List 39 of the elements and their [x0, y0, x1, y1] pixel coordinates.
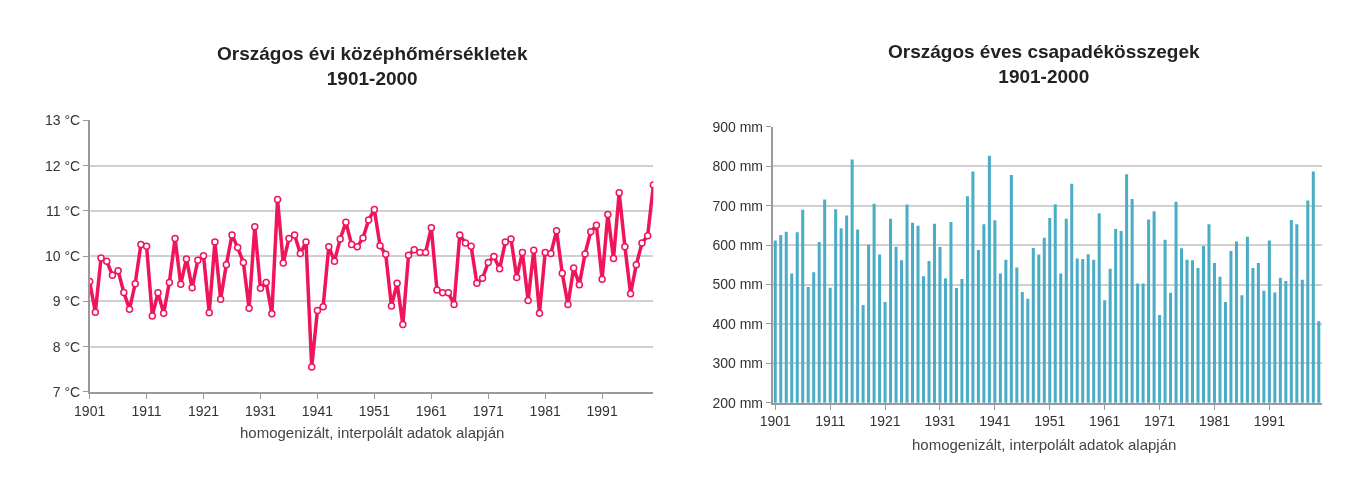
y-tick-label: 12 °C — [44, 157, 81, 174]
x-tick-label: 1931 — [924, 413, 956, 430]
x-tick-label: 1911 — [815, 413, 846, 430]
y-tick-label: 800 mm — [712, 158, 763, 175]
x-tick-label: 1961 — [1089, 413, 1121, 430]
y-tick-label: 700 mm — [712, 197, 763, 214]
x-tick-label: 1991 — [1253, 413, 1286, 430]
y-tick-label: 9 °C — [52, 293, 81, 310]
y-tick-label: 600 mm — [712, 237, 763, 254]
x-tick-label: 1951 — [1034, 413, 1066, 430]
x-tick-label: 1971 — [1144, 413, 1176, 430]
y-tick-label: 13 °C — [44, 112, 81, 129]
x-tick-label: 1901 — [74, 402, 106, 419]
x-tick-label: 1981 — [529, 402, 561, 419]
chart-title: Országos éves csapadékösszegek 1901-2000 — [888, 41, 1200, 87]
y-tick-label: 8 °C — [52, 338, 81, 355]
x-tick-label: 1921 — [187, 402, 220, 419]
x-axis-title: homogenizált, interpolált adatok alapján — [912, 436, 1177, 453]
x-tick-label: 1901 — [759, 413, 792, 430]
x-tick-label: 1941 — [301, 402, 334, 419]
x-tick-label: 1931 — [244, 402, 277, 419]
x-tick-label: 1941 — [979, 413, 1011, 430]
y-tick-label: 300 mm — [712, 355, 763, 372]
x-axis-title: homogenizált, interpolált adatok alapján — [240, 424, 505, 441]
y-tick-label: 200 mm — [712, 394, 763, 411]
x-tick-label: 1991 — [586, 402, 618, 419]
chart-title: Országos évi középhőmérsékletek 1901-2000 — [217, 43, 528, 89]
x-tick-label: 1951 — [358, 402, 391, 419]
y-tick-label: 900 mm — [712, 118, 763, 135]
y-tick-label: 10 °C — [44, 248, 81, 265]
x-tick-label: 1971 — [472, 402, 505, 419]
y-tick-label: 400 mm — [712, 315, 763, 332]
y-tick-label: 11 °C — [45, 202, 81, 219]
y-tick-label: 7 °C — [52, 383, 81, 400]
x-tick-label: 1961 — [415, 402, 448, 419]
x-tick-label: 1921 — [869, 413, 901, 430]
x-tick-label: 1981 — [1198, 413, 1231, 430]
x-tick-label: 1911 — [131, 402, 162, 419]
y-tick-label: 500 mm — [712, 276, 763, 293]
